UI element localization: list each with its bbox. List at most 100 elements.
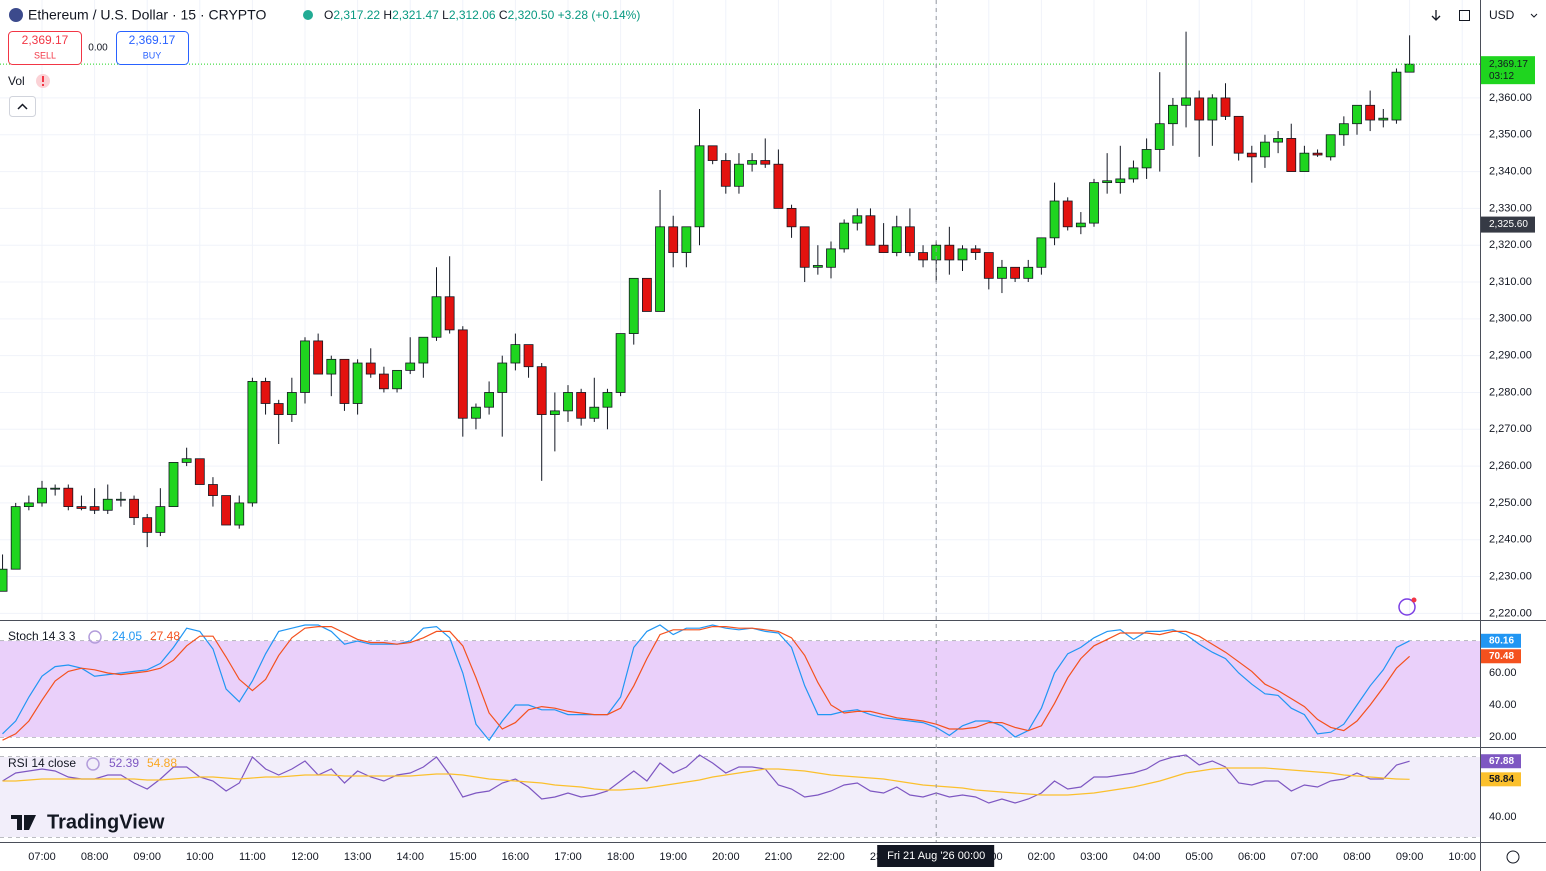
warning-glyph [42,76,44,82]
candle-body [826,248,836,268]
status-dot [303,10,313,20]
buy-price[interactable]: 2,369.17 [129,33,176,47]
y-tick-label: 2,340.00 [1489,165,1532,177]
candle-body [1273,138,1283,143]
candle-body [1181,97,1191,106]
candle-body [1246,152,1257,158]
candle-body [116,498,126,501]
candle-body [1286,138,1297,172]
candle-body [181,458,192,463]
assistant-icon[interactable] [1398,598,1416,616]
fullscreen-button[interactable] [1459,10,1470,21]
candle-body [655,226,665,312]
candle-body [510,344,521,364]
candle-body [799,226,810,268]
y-tick-label: 2,290.00 [1489,350,1532,362]
crosshair-time-box [877,845,995,867]
candle-body [247,381,258,504]
candle-body [37,487,47,504]
candle-body [300,340,310,393]
candle-body [786,207,797,228]
y-tick-label: 2,330.00 [1489,202,1532,214]
x-tick-label: 05:00 [1185,851,1213,863]
ohlc-key: L [442,8,449,22]
settings-button[interactable] [1506,850,1520,864]
x-tick-label: 18:00 [607,851,635,863]
x-tick-label: 20:00 [712,851,740,863]
x-tick-label: 06:00 [1238,851,1266,863]
candle-body [273,403,284,415]
candle-body [129,498,139,519]
candle-body [839,222,850,250]
candle-body [615,333,626,393]
candle-body [76,506,87,509]
sell-button[interactable] [8,31,82,65]
candle-body [878,244,889,253]
candle-body [155,506,166,533]
countdown: 03:12 [1489,71,1514,82]
indicator-line [2,624,1410,742]
candle-body [865,215,876,246]
collapse-button[interactable] [9,96,36,117]
y-tick-label: 20.00 [1489,731,1517,743]
last-price: 2,369.17 [1489,59,1528,70]
y-tick-label: 2,270.00 [1489,423,1532,435]
candle-body [234,502,245,526]
y-tick-label: 2,280.00 [1489,386,1532,398]
currency-select[interactable] [1482,1,1545,29]
sell-label[interactable]: SELL [34,50,56,60]
x-tick-label: 08:00 [81,851,109,863]
candle-body [378,373,389,390]
assistant-dot [1411,597,1417,603]
candle-body [365,362,376,375]
candle-body [1115,178,1126,184]
candle-body [221,495,232,526]
candle-body [63,487,74,508]
candle-body [997,266,1007,279]
candle-body [668,226,679,253]
candle-body [852,215,863,224]
ohlc-value: 2,321.47 [392,8,439,22]
candle-body [418,336,429,364]
candle-body [1260,141,1270,158]
candle-body [720,160,731,187]
indicator-line [2,626,1411,741]
crosshair-time: Fri 21 Aug '26 00:00 [887,850,985,862]
candle-body [773,163,784,209]
last-price-badge [1481,56,1535,85]
rsi-value: 52.39 [109,756,139,770]
value-badge-label: 70.48 [1489,651,1514,662]
candle-body [326,358,337,375]
scroll-button[interactable] [1431,10,1441,21]
x-tick-label: 15:00 [449,851,477,863]
candle-body [681,226,692,253]
candle-body [260,381,271,404]
sell-price[interactable]: 2,369.17 [22,33,69,47]
chevron [1530,13,1538,18]
x-tick-label: 09:00 [133,851,161,863]
x-tick-label: 19:00 [659,851,687,863]
candle-body [944,244,955,261]
candle-body [760,160,771,165]
marks [0,31,1480,804]
candle-body [457,329,468,419]
candle-body [10,506,21,570]
candle-body [1049,200,1060,239]
x-tick-label: 17:00 [554,851,582,863]
indicator-icon[interactable] [88,630,102,644]
buy-button[interactable] [116,31,189,65]
change: +3.28 (+0.14%) [558,8,641,22]
x-tick-label: 12:00 [291,851,319,863]
candle-body [1141,149,1152,169]
value-badge-label: 67.88 [1489,756,1514,767]
rsi-title: RSI 14 close [8,756,76,770]
candle-body [1062,200,1073,228]
buy-label[interactable]: BUY [143,50,162,60]
candle-body [563,392,573,412]
candle-body [1023,266,1034,279]
currency[interactable]: USD [1489,8,1515,22]
candle-body [905,226,915,253]
candle-body [444,296,455,331]
indicator-icon[interactable] [86,757,100,771]
